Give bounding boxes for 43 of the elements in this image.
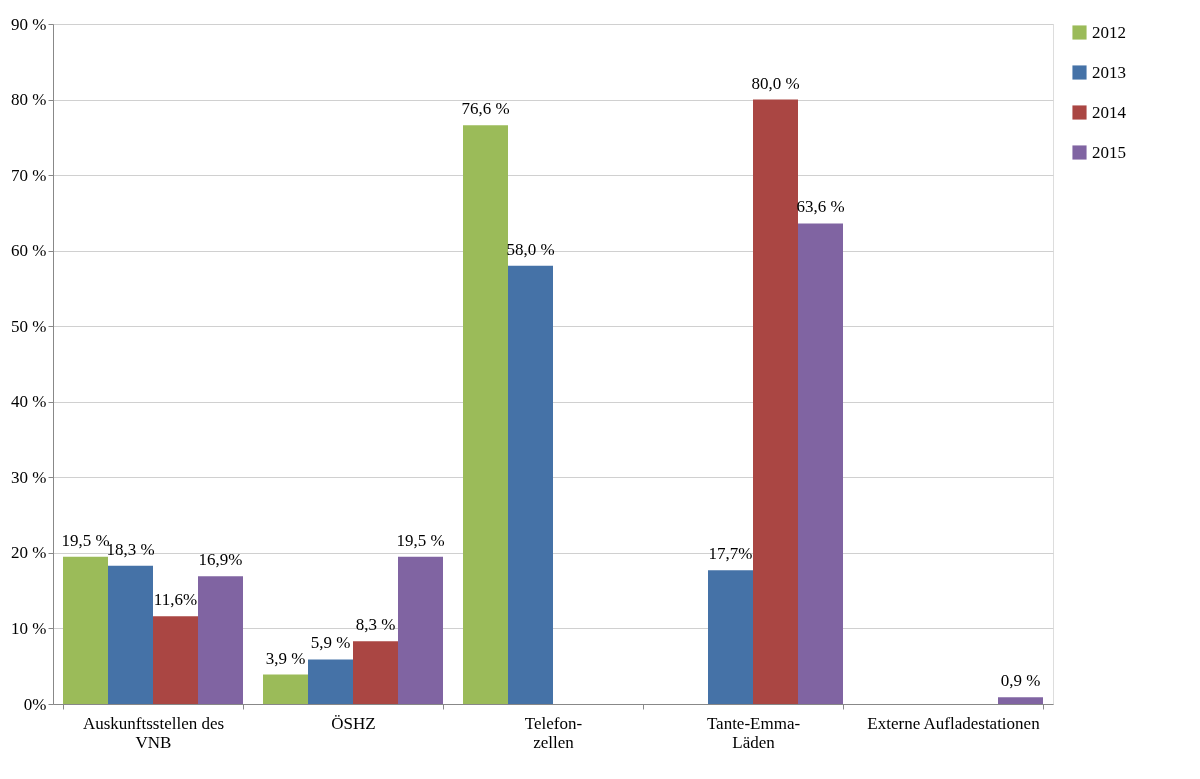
x-tick-label: Tante-Emma- Läden — [706, 713, 801, 752]
bar — [463, 125, 508, 704]
bar — [108, 565, 153, 704]
x-tick-label: ÖSHZ — [331, 713, 376, 733]
bar — [753, 99, 798, 704]
y-tick-label: 30 % — [11, 467, 47, 487]
legend-label: 2015 — [1092, 142, 1126, 162]
bar — [308, 659, 353, 704]
data-label: 3,9 % — [265, 648, 306, 668]
x-tick-label: Externe Aufladestationen — [867, 713, 1041, 733]
bar — [708, 570, 753, 704]
y-tick-label: 60 % — [11, 241, 47, 261]
bar — [998, 697, 1043, 704]
x-tick-label: Telefon- zellen — [524, 713, 583, 752]
bar — [353, 641, 398, 704]
bar — [508, 265, 553, 704]
bar — [263, 674, 308, 704]
bar — [398, 556, 443, 704]
legend-label: 2012 — [1092, 22, 1126, 42]
y-tick-label: 50 % — [11, 316, 47, 336]
bar — [798, 223, 843, 704]
bar — [153, 616, 198, 704]
data-label: 11,6% — [153, 590, 198, 610]
y-tick-label: 0% — [23, 694, 47, 714]
data-label: 80,0 % — [751, 73, 800, 93]
data-label: 76,6 % — [461, 99, 510, 119]
data-label: 19,5 % — [396, 530, 445, 550]
y-tick-label: 10 % — [11, 618, 47, 638]
y-tick-label: 40 % — [11, 392, 47, 412]
y-tick-label: 70 % — [11, 165, 47, 185]
data-label: 8,3 % — [355, 615, 396, 635]
y-tick-label: 90 % — [11, 14, 47, 34]
bar — [198, 576, 243, 704]
data-label: 16,9% — [198, 550, 243, 570]
legend-label: 2014 — [1092, 102, 1127, 122]
data-label: 5,9 % — [310, 633, 351, 653]
data-label: 17,7% — [708, 544, 753, 564]
legend-label: 2013 — [1092, 62, 1126, 82]
bar — [63, 556, 108, 704]
y-tick-label: 80 % — [11, 90, 47, 110]
data-label: 0,9 % — [1000, 671, 1041, 691]
y-tick-label: 20 % — [11, 543, 47, 563]
x-tick-label: Auskunftsstellen des VNB — [82, 713, 225, 752]
